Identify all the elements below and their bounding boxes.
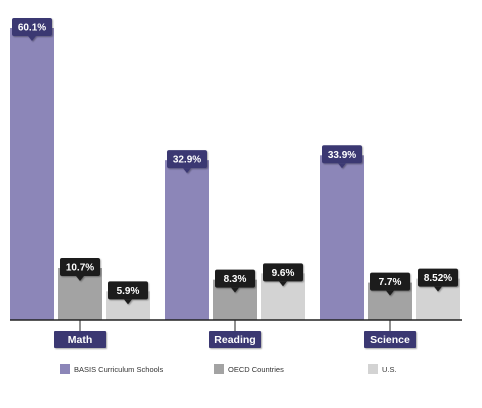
value-label-pointer [386,290,394,296]
legend-label: U.S. [382,365,397,374]
value-label-reading-s2: 9.6% [263,263,303,287]
value-label-text: 7.7% [379,277,402,288]
value-label-text: 33.9% [328,150,356,161]
category-label-math: Math [54,331,106,348]
value-label-math-s1: 10.7% [60,258,100,282]
category-label-box [364,331,416,348]
value-label-text: 9.6% [272,268,295,279]
legend-item-2: U.S. [368,364,397,374]
value-label-pointer [124,299,132,305]
bar-reading-s0 [165,160,209,320]
category-label-text: Reading [214,334,255,346]
value-label-text: 8.3% [224,274,247,285]
category-label-science: Science [364,331,416,348]
legend-label: OECD Countries [228,365,284,374]
legend-swatch [214,364,224,374]
value-label-box [418,268,458,287]
category-label-text: Science [370,334,410,346]
legend-item-1: OECD Countries [214,364,284,374]
value-label-science-s1: 7.7% [370,272,410,296]
value-label-pointer [183,168,191,174]
value-label-math-s2: 5.9% [108,281,148,305]
bar-math-s0 [10,28,54,320]
value-label-reading-s1: 8.3% [215,269,255,293]
value-label-pointer [28,36,36,41]
legend-item-0: BASIS Curriculum Schools [60,364,163,374]
value-label-box [60,258,100,277]
value-label-pointer [279,281,287,287]
legend-swatch [60,364,70,374]
category-label-reading: Reading [209,331,261,348]
value-label-pointer [434,286,442,292]
value-label-reading-s0: 32.9% [167,150,207,174]
category-label-box [209,331,261,348]
value-label-science-s2: 8.52% [418,268,458,292]
value-label-math-s0: 60.1% [12,18,52,41]
value-label-science-s0: 33.9% [322,145,362,169]
value-label-box [263,263,303,282]
value-label-box [322,145,362,164]
value-label-pointer [76,276,84,282]
value-label-text: 8.52% [424,273,452,284]
legend-label: BASIS Curriculum Schools [74,365,163,374]
value-label-text: 10.7% [66,263,94,274]
category-label-text: Math [68,334,93,346]
value-label-pointer [338,163,346,169]
value-label-text: 60.1% [18,23,46,34]
bar-science-s0 [320,155,364,320]
value-label-box [215,269,255,288]
value-label-box [12,18,52,36]
value-label-box [167,150,207,169]
legend-swatch [368,364,378,374]
category-label-box [54,331,106,348]
value-label-text: 5.9% [117,286,140,297]
value-label-box [108,281,148,300]
value-label-text: 32.9% [173,155,201,166]
value-label-pointer [231,287,239,293]
value-label-box [370,272,410,291]
